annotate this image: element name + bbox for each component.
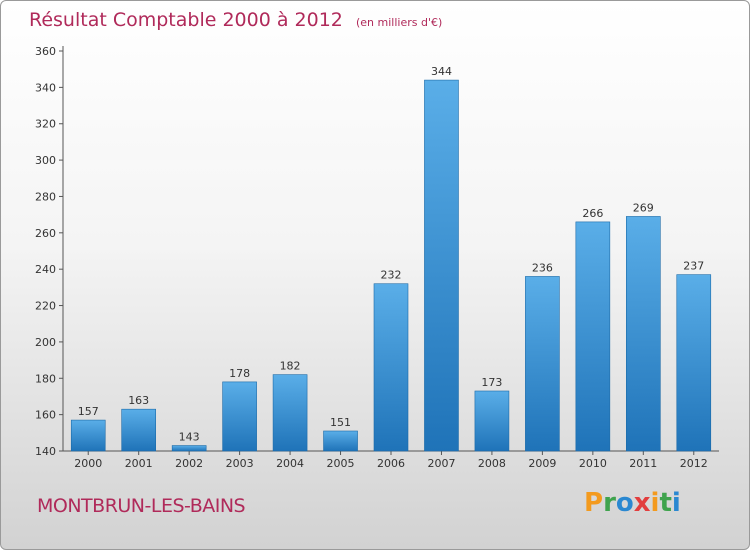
- bar-value-label: 163: [128, 394, 149, 407]
- y-tick-label: 300: [35, 154, 56, 167]
- logo-letter: i: [671, 488, 681, 518]
- x-tick-label: 2011: [629, 457, 657, 470]
- x-tick-label: 2003: [226, 457, 254, 470]
- y-tick-label: 220: [35, 300, 56, 313]
- bar: [171, 445, 207, 452]
- y-tick-label: 240: [35, 263, 56, 276]
- y-tick-label: 180: [35, 372, 56, 385]
- chart-labels: 157 2000 163 2001 143 2002 178 2003 182 2004 151 20…: [74, 65, 708, 470]
- logo-letter: o: [615, 488, 634, 518]
- y-tick-label: 200: [35, 336, 56, 349]
- y-tick-label: 140: [35, 445, 56, 458]
- logo-letter: r: [603, 488, 616, 518]
- bar: [474, 390, 510, 452]
- bar-value-label: 143: [179, 431, 200, 444]
- bar-value-label: 232: [381, 269, 402, 282]
- bar: [121, 408, 156, 452]
- x-tick-label: 2012: [680, 457, 708, 470]
- bar: [424, 79, 459, 452]
- bar-value-label: 173: [481, 376, 502, 389]
- y-tick-label: 360: [35, 45, 56, 58]
- logo-letter: i: [650, 488, 660, 518]
- y-tick-label: 280: [35, 190, 56, 203]
- unit-note: (en milliers d'€): [355, 16, 443, 29]
- x-tick-label: 2005: [327, 457, 355, 470]
- bar: [676, 274, 712, 452]
- logo-letter: x: [633, 488, 651, 518]
- bar: [272, 374, 308, 452]
- bar-value-label: 157: [78, 405, 99, 418]
- bar: [373, 283, 409, 452]
- x-tick-label: 2001: [125, 457, 153, 470]
- bar-value-label: 178: [229, 367, 250, 380]
- bar-value-label: 344: [431, 65, 452, 78]
- bar-value-label: 266: [582, 207, 603, 220]
- y-tick-label: 340: [35, 81, 56, 94]
- logo-letter: t: [659, 488, 672, 518]
- bar: [323, 430, 358, 452]
- chart-bars: [70, 79, 712, 452]
- bar: [222, 381, 257, 452]
- bar: [626, 216, 661, 452]
- bar-value-label: 237: [683, 260, 704, 273]
- proxiti-logo: Proxiti: [584, 488, 681, 518]
- bar: [525, 276, 560, 452]
- y-tick-label: 320: [35, 118, 56, 131]
- x-tick-label: 2010: [579, 457, 607, 470]
- x-tick-label: 2002: [175, 457, 203, 470]
- y-tick-label: 160: [35, 409, 56, 422]
- bar-value-label: 151: [330, 416, 351, 429]
- x-tick-label: 2006: [377, 457, 405, 470]
- chart-title: Résultat Comptable 2000 à 2012: [29, 9, 343, 31]
- bar-value-label: 269: [633, 201, 654, 214]
- x-tick-label: 2000: [74, 457, 102, 470]
- place-name: MONTBRUN-LES-BAINS: [37, 495, 246, 517]
- x-tick-label: 2004: [276, 457, 304, 470]
- bar-value-label: 182: [280, 360, 301, 373]
- chart-title-block: Résultat Comptable 2000 à 2012 (en milli…: [29, 9, 442, 31]
- y-tick-label: 260: [35, 227, 56, 240]
- x-tick-label: 2007: [427, 457, 455, 470]
- x-tick-label: 2009: [528, 457, 556, 470]
- bar-value-label: 236: [532, 261, 553, 274]
- x-tick-label: 2008: [478, 457, 506, 470]
- bar: [70, 419, 106, 452]
- bar: [575, 221, 611, 452]
- logo-letter: P: [584, 488, 604, 518]
